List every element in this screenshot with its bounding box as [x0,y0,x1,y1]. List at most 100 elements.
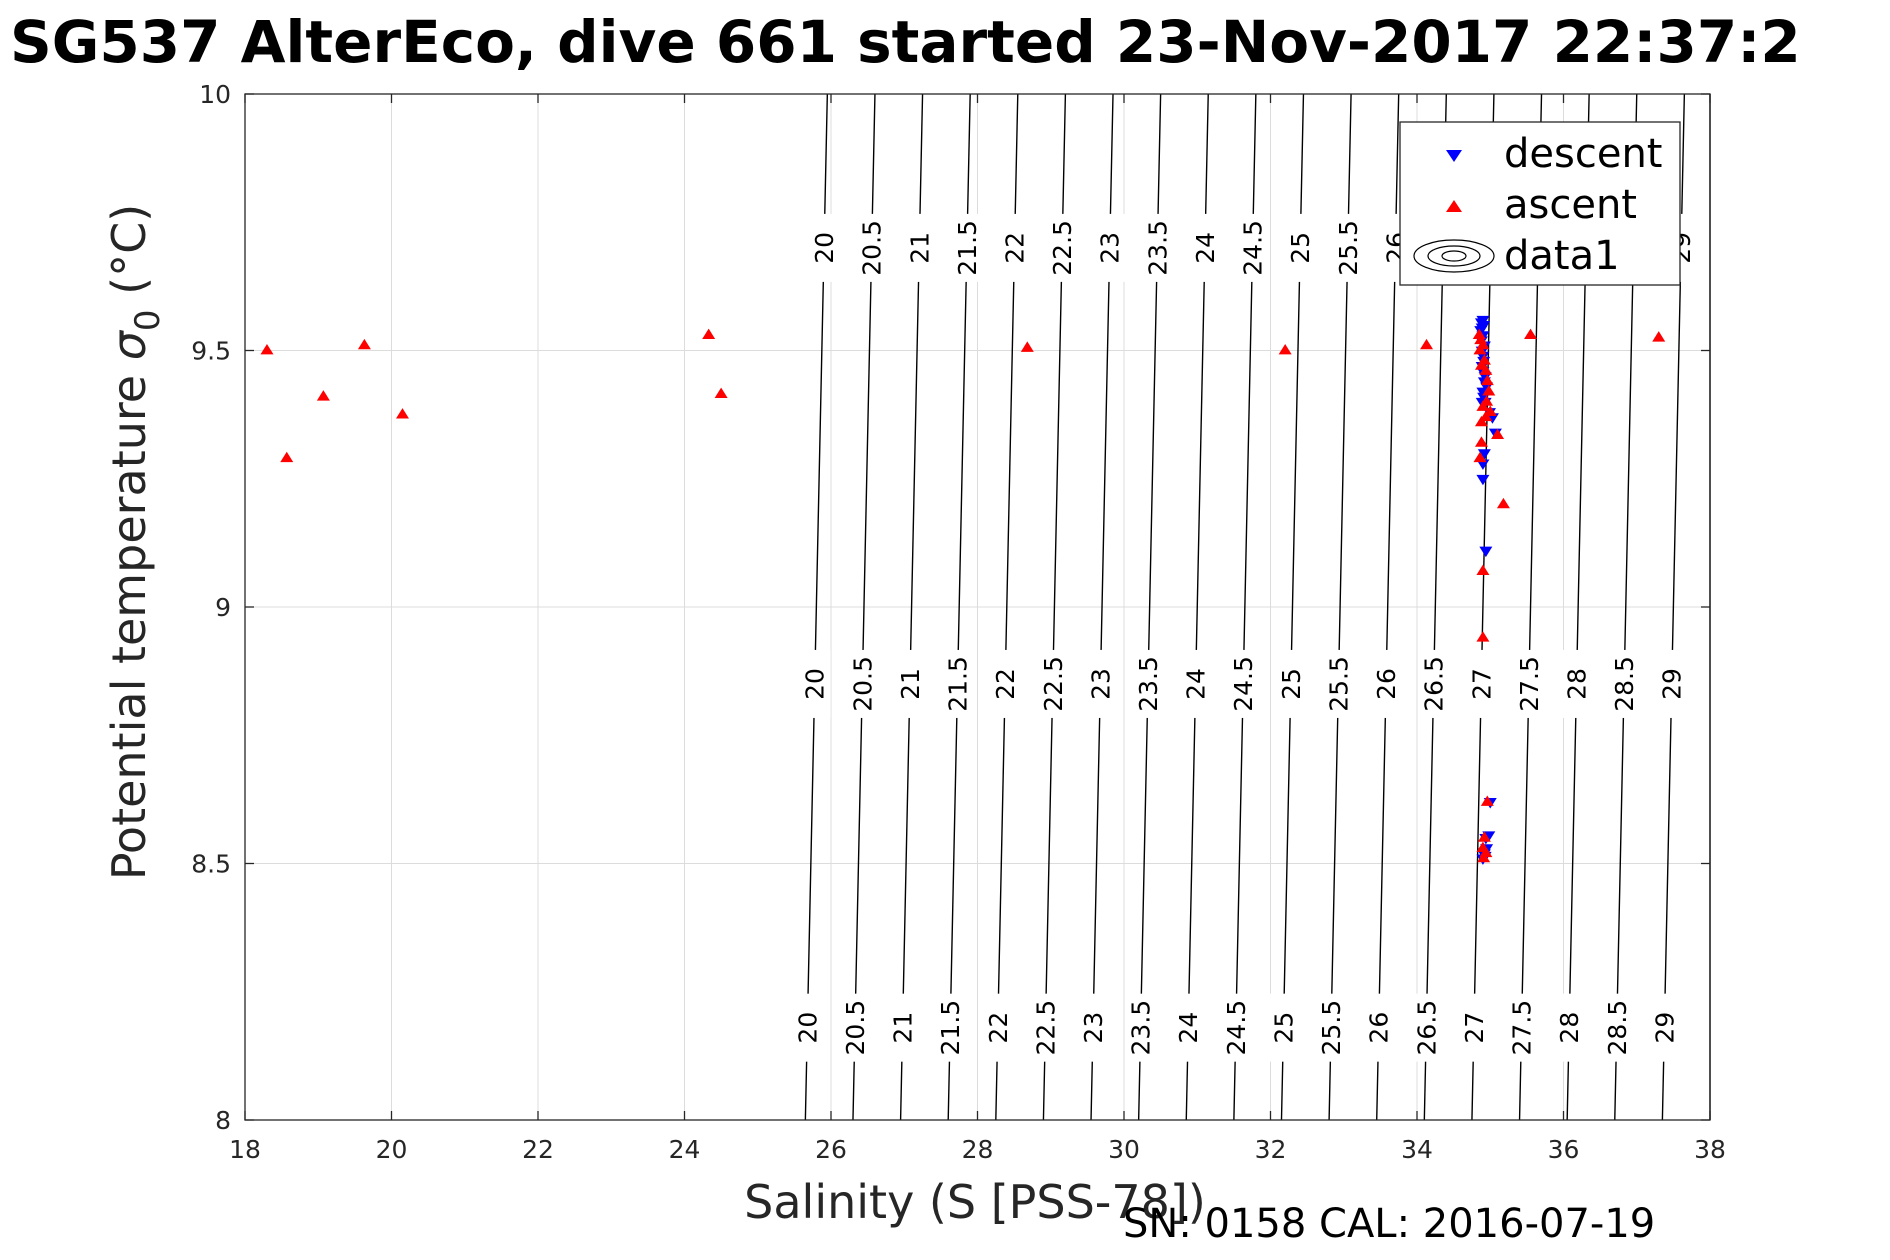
isopycnal-label-bg [791,993,824,1062]
isopycnal-label: 22 [1000,232,1029,264]
x-tick-label: 30 [1108,1135,1140,1164]
legend-data1-label: data1 [1504,233,1620,279]
isopycnal-label-bg [1046,213,1079,282]
y-axis-label-symbol: σ [102,329,156,360]
ascent-point [1482,385,1496,396]
chart-title: SG537 AlterEco, dive 661 started 23-Nov-… [10,8,1801,76]
x-tick-label: 38 [1694,1135,1726,1164]
isopycnal-label: 24 [1182,668,1211,700]
isopycnal-label: 21 [889,1012,918,1044]
y-tick-label: 8.5 [191,850,231,879]
isopycnal-label-bg [1553,993,1586,1062]
isopycnal-label: 23 [1086,668,1115,700]
ascent-point [1473,451,1487,463]
legend-box [1399,121,1681,286]
isopycnal-label-bg [1505,993,1538,1062]
isopycnal-label: 23 [1079,1012,1108,1044]
x-tick-label: 34 [1401,1135,1433,1164]
ascent-point [1020,341,1034,352]
isopycnal-label-bg [1315,993,1348,1062]
ascent-point [1278,344,1292,355]
isopycnal-label-bg [1465,649,1498,718]
x-tick-label: 24 [669,1135,701,1164]
isopycnal-label: 23.5 [1143,220,1172,276]
ascent-point [1496,497,1510,509]
isopycnal-label: 27.5 [1515,656,1544,712]
isopycnal-label-bg [1370,649,1403,718]
isopycnal-label-bg [1274,649,1307,718]
isopycnal-label: 26.5 [1412,1000,1441,1056]
ascent-point [357,338,371,350]
isopycnal-label: 22.5 [1048,220,1077,276]
x-tick-label: 36 [1548,1135,1580,1164]
descent-point [1477,449,1491,460]
isopycnal-label-bg [1284,213,1317,282]
isopycnal-label: 27.5 [1508,1000,1537,1056]
ascent-point [702,328,716,340]
isopycnal-label-bg [838,993,871,1062]
ascent-point [1652,331,1666,342]
isopycnal-label-bg [1331,213,1364,282]
isopycnal-label: 22 [984,1012,1013,1044]
ascent-point [1479,410,1493,422]
isopycnal-label: 23.5 [1134,656,1163,712]
isopycnal-label-bg [1077,993,1110,1062]
isopycnal-label: 21 [896,668,925,700]
isopycnal-label: 23.5 [1127,1000,1156,1056]
isopycnal-label: 27 [1460,1012,1489,1044]
x-tick-label: 28 [962,1135,994,1164]
ascent-point [1476,631,1490,642]
isopycnal-label-bg [1141,213,1174,282]
descent-point [1479,546,1493,558]
isopycnal-label: 25.5 [1334,220,1363,276]
descent-point [1476,474,1490,486]
isopycnal-label: 23 [1096,232,1125,264]
isopycnal-label-bg [1512,649,1545,718]
isopycnal-label-bg [903,213,936,282]
y-tick-label: 9.5 [191,337,231,366]
isopycnal-label: 25 [1286,232,1315,264]
isopycnal-label-bg [1362,993,1395,1062]
isopycnal-label: 25 [1277,668,1306,700]
isopycnal-label-bg [846,649,879,718]
isopycnal-label: 20.5 [841,1000,870,1056]
isopycnal-label-bg [1179,649,1212,718]
isopycnal-label: 28.5 [1603,1000,1632,1056]
isopycnal-label-bg [950,213,983,282]
ascent-point [1524,328,1538,340]
x-tick-label: 22 [522,1135,554,1164]
isopycnal-label-bg [1093,213,1126,282]
isopycnal-label: 20.5 [858,220,887,276]
isopycnal-label: 25.5 [1317,1000,1346,1056]
isopycnal-label-bg [1084,649,1117,718]
isopycnal-label-bg [1608,649,1641,718]
ascent-point [714,387,728,399]
data-points [260,315,1666,865]
isopycnal-label-bg [798,649,831,718]
isopycnal-label-bg [1600,993,1633,1062]
isopycnal-label: 24 [1174,1012,1203,1044]
y-axis-label-subscript: 0 [128,309,168,331]
y-axis-label-unit: (°C) [102,204,156,310]
isopycnal-label: 21.5 [953,220,982,276]
y-tick-label: 9 [215,593,231,622]
isopycnal-label: 24.5 [1239,220,1268,276]
isopycnal-label: 25.5 [1324,656,1353,712]
ascent-point [1420,338,1434,350]
y-tick-label: 8 [215,1106,231,1135]
isopycnal-label-bg [1188,213,1221,282]
isopycnal-label-bg [981,993,1014,1062]
isopycnal-label-bg [1219,993,1252,1062]
x-tick-label: 32 [1255,1135,1287,1164]
isopycnal-label: 26 [1365,1012,1394,1044]
ascent-point [1480,374,1494,386]
isopycnal-label: 24 [1191,232,1220,264]
y-axis-label-main: Potential temperature [102,360,156,880]
isopycnal-label-bg [1236,213,1269,282]
isopycnal-label: 26.5 [1420,656,1449,712]
legend-ascent-label: ascent [1504,182,1637,228]
ascent-point [1472,328,1486,340]
isopycnal-label-bg [855,213,888,282]
